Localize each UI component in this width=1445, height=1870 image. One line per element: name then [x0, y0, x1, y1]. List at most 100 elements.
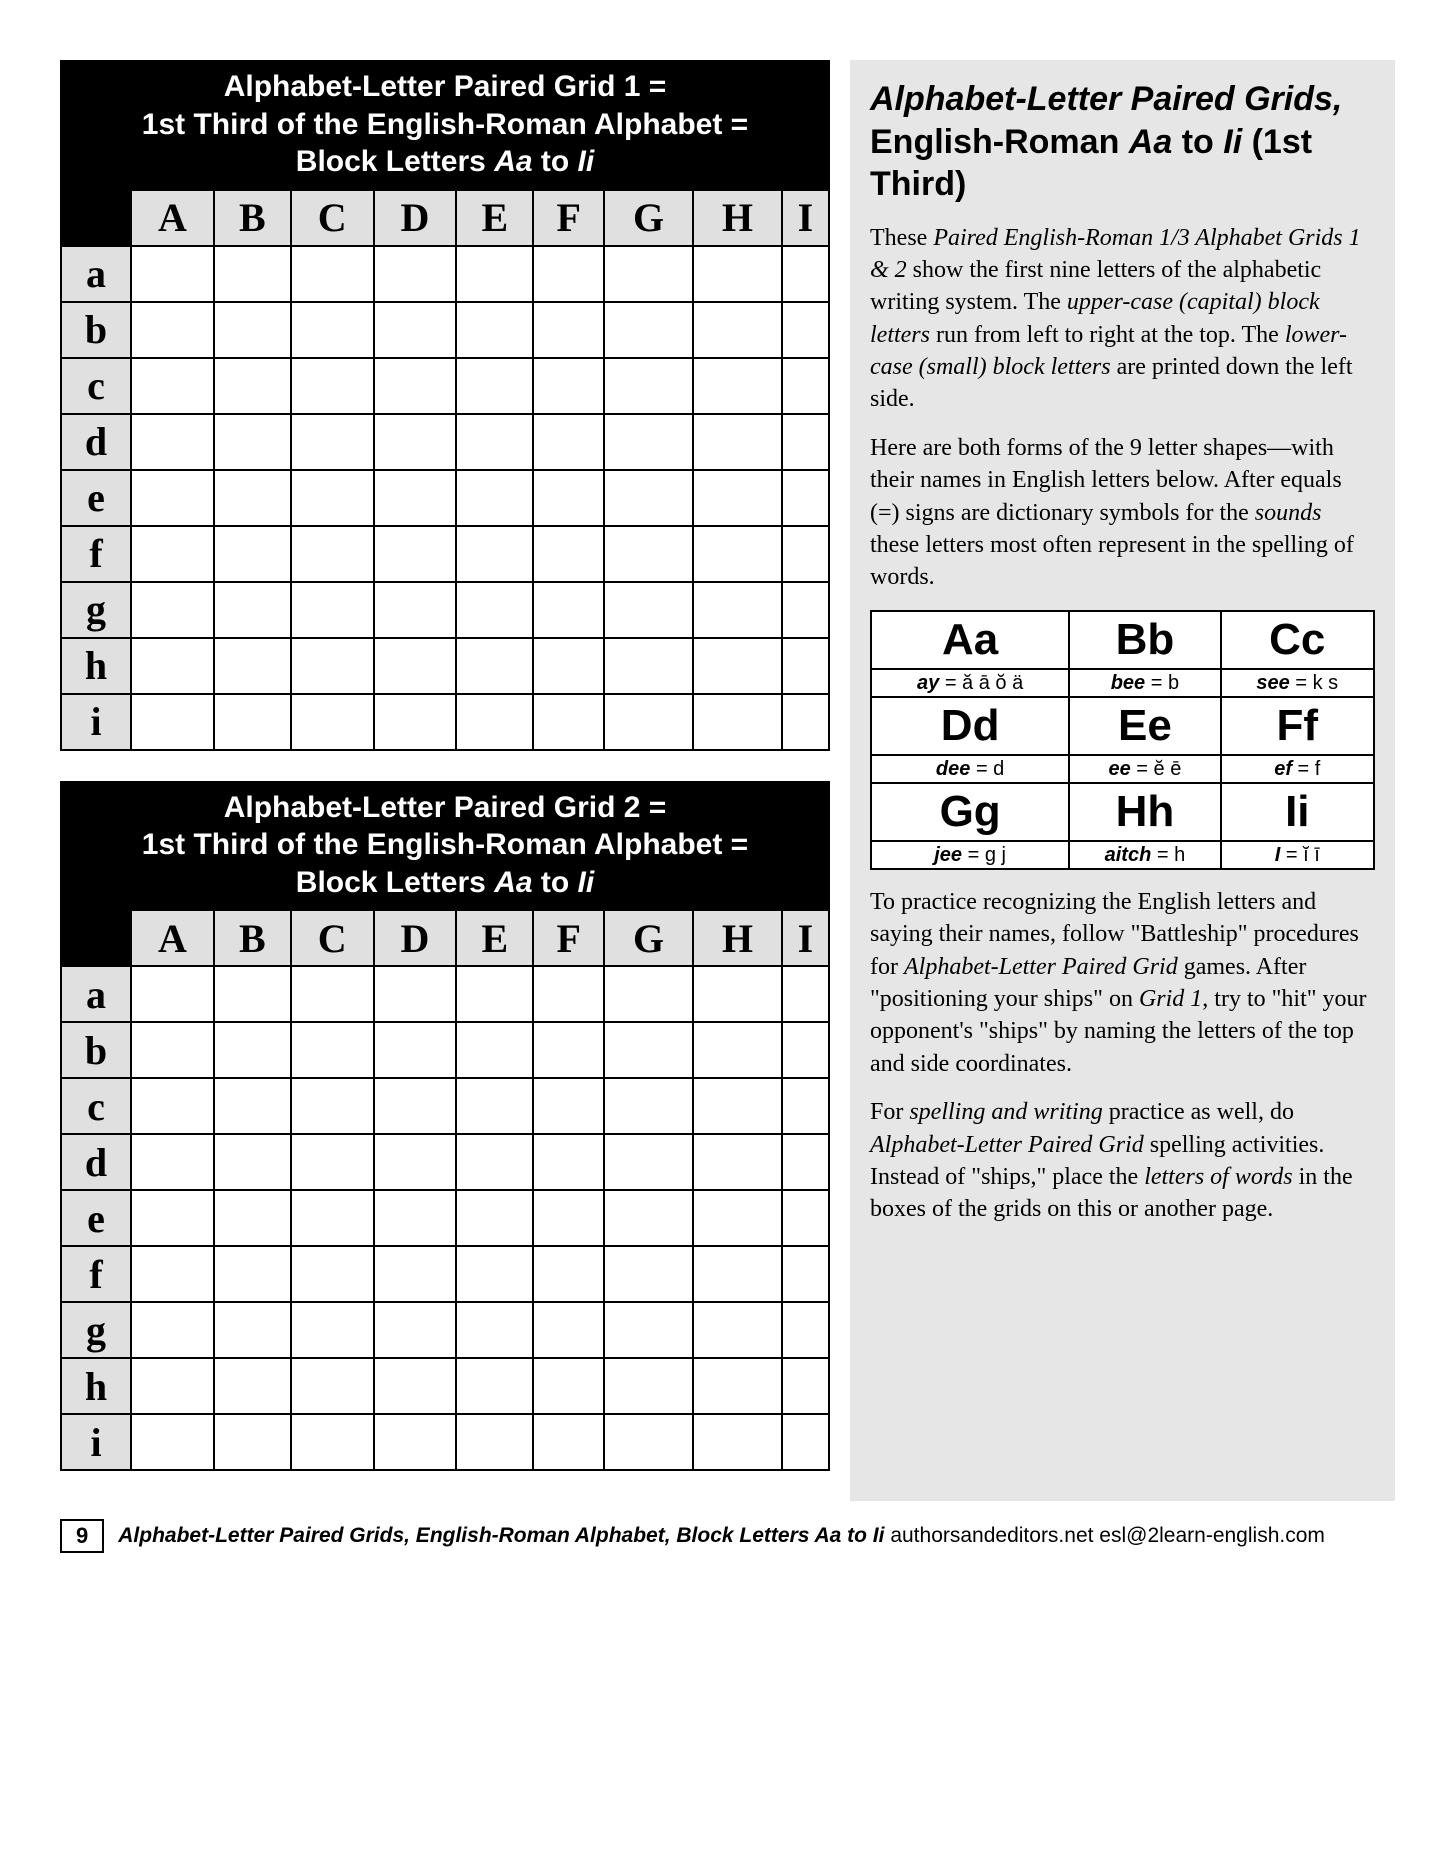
- grid-cell: [291, 1134, 374, 1190]
- sidebar-title-d: to: [1172, 123, 1223, 161]
- grid-cell: [533, 1302, 604, 1358]
- grid-cell: [456, 1022, 533, 1078]
- p3b: Alphabet-Letter Paired Grid: [904, 954, 1178, 980]
- grid-cell: [533, 966, 604, 1022]
- sidebar-p1: These Paired English-Roman 1/3 Alphabet …: [870, 222, 1375, 416]
- grid-cell: [374, 1414, 457, 1470]
- col-head-c: C: [291, 910, 374, 966]
- grid-cell: [214, 358, 291, 414]
- letter-pair-cc: Cc: [1221, 611, 1374, 669]
- grid2-title-line2: 1st Third of the English-Roman Alphabet …: [142, 828, 748, 861]
- grid2-title-to: to: [533, 866, 578, 899]
- grid-1-title: Alphabet-Letter Paired Grid 1 = 1st Thir…: [60, 60, 830, 189]
- grid-cell: [456, 1078, 533, 1134]
- grid1-title-line1: Alphabet-Letter Paired Grid 1 =: [224, 70, 667, 103]
- grid-cell: [456, 1246, 533, 1302]
- letter-pair-hh: Hh: [1069, 783, 1220, 841]
- letter-pair-gg: Gg: [871, 783, 1069, 841]
- grid-cell: [693, 582, 782, 638]
- grid-cell: [782, 1078, 829, 1134]
- col-head-d: D: [374, 910, 457, 966]
- col-head-i: I: [782, 910, 829, 966]
- grid-cell: [374, 470, 457, 526]
- grid-cell: [693, 638, 782, 694]
- row-head-c: c: [61, 358, 131, 414]
- p4b: spelling and writing: [909, 1099, 1102, 1125]
- row-head-a: a: [61, 966, 131, 1022]
- grid-cell: [693, 358, 782, 414]
- grid-cell: [291, 1246, 374, 1302]
- grid-cell: [604, 1358, 693, 1414]
- row-head-h: h: [61, 638, 131, 694]
- col-head-g: G: [604, 190, 693, 246]
- grid-corner: [61, 190, 131, 246]
- sidebar-title: Alphabet-Letter Paired Grids, English-Ro…: [870, 78, 1375, 206]
- grid-cell: [131, 414, 214, 470]
- grid-cell: [604, 302, 693, 358]
- grid-cell: [374, 638, 457, 694]
- letter-sound-ii: I = ĭ ī: [1221, 841, 1374, 869]
- grid-cell: [782, 1134, 829, 1190]
- grid-cell: [533, 358, 604, 414]
- p4c: practice as well, do: [1103, 1099, 1294, 1125]
- letter-pair-dd: Dd: [871, 697, 1069, 755]
- row-head-b: b: [61, 302, 131, 358]
- grid-cell: [533, 470, 604, 526]
- sidebar-title-c: Aa: [1129, 123, 1172, 161]
- grid-cell: [214, 1022, 291, 1078]
- grid-cell: [604, 1134, 693, 1190]
- col-head-e: E: [456, 190, 533, 246]
- grid-cell: [693, 694, 782, 750]
- grid-cell: [604, 1190, 693, 1246]
- grid-cell: [291, 694, 374, 750]
- col-head-b: B: [214, 190, 291, 246]
- grid-cell: [374, 1134, 457, 1190]
- grid-cell: [456, 1134, 533, 1190]
- letter-sound-ff: ef = f: [1221, 755, 1374, 783]
- grid-cell: [456, 1190, 533, 1246]
- letter-pair-aa: Aa: [871, 611, 1069, 669]
- grid-cell: [374, 414, 457, 470]
- grid-cell: [533, 1358, 604, 1414]
- sidebar-title-a: Alphabet-Letter Paired Grids,: [870, 80, 1342, 118]
- grid-cell: [291, 1022, 374, 1078]
- grid-cell: [374, 1078, 457, 1134]
- grid-cell: [214, 694, 291, 750]
- grid-cell: [782, 1414, 829, 1470]
- grid-cell: [374, 1246, 457, 1302]
- grid-cell: [214, 302, 291, 358]
- grid-cell: [693, 1134, 782, 1190]
- row-head-h: h: [61, 1358, 131, 1414]
- grid-cell: [131, 1190, 214, 1246]
- grid-cell: [693, 1246, 782, 1302]
- grid1-title-ii: Ii: [578, 145, 595, 178]
- grid-cell: [533, 1134, 604, 1190]
- grid-cell: [131, 1078, 214, 1134]
- grid-cell: [604, 638, 693, 694]
- grid-cell: [782, 526, 829, 582]
- page: Alphabet-Letter Paired Grid 1 = 1st Thir…: [60, 60, 1395, 1501]
- letter-pair-bb: Bb: [1069, 611, 1220, 669]
- grid-corner: [61, 910, 131, 966]
- grid-cell: [693, 1022, 782, 1078]
- grid-cell: [604, 1302, 693, 1358]
- grid-cell: [131, 1358, 214, 1414]
- grid2-title-aa: Aa: [494, 866, 532, 899]
- grid-cell: [291, 414, 374, 470]
- grid-cell: [374, 1358, 457, 1414]
- grid-cell: [456, 694, 533, 750]
- grid-cell: [456, 246, 533, 302]
- grid-cell: [456, 358, 533, 414]
- grid-cell: [131, 966, 214, 1022]
- grid-cell: [456, 414, 533, 470]
- grid-cell: [291, 1302, 374, 1358]
- row-head-e: e: [61, 1190, 131, 1246]
- grid-cell: [131, 1134, 214, 1190]
- grid-cell: [374, 694, 457, 750]
- grid-cell: [604, 1078, 693, 1134]
- sidebar-p4: For spelling and writing practice as wel…: [870, 1096, 1375, 1226]
- grid-cell: [214, 414, 291, 470]
- grid-cell: [604, 358, 693, 414]
- grid-cell: [533, 1022, 604, 1078]
- letter-sound-hh: aitch = h: [1069, 841, 1220, 869]
